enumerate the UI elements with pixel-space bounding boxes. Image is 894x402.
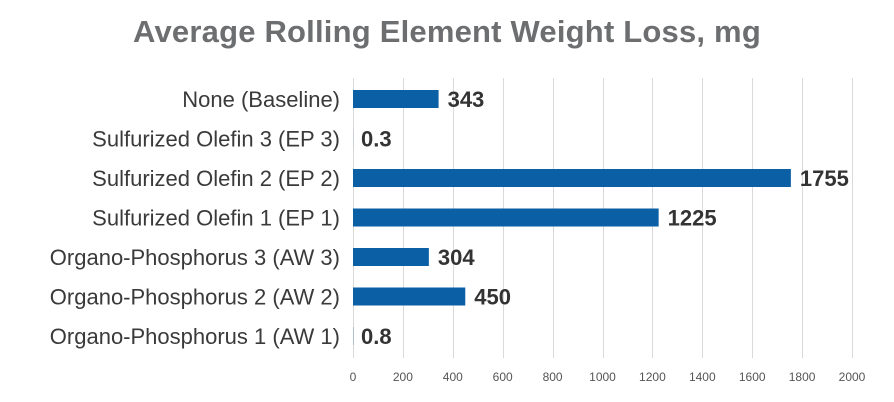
category-label: Sulfurized Olefin 3 (EP 3) — [92, 127, 340, 152]
value-label: 450 — [474, 285, 511, 310]
x-tick-label: 0 — [350, 370, 357, 384]
value-label: 0.3 — [361, 127, 392, 152]
bars — [353, 90, 791, 345]
value-label: 1225 — [668, 206, 717, 231]
value-label: 1755 — [800, 166, 849, 191]
x-tick-label: 2000 — [839, 370, 866, 384]
x-tick-label: 1000 — [589, 370, 616, 384]
x-tick-label: 1400 — [689, 370, 716, 384]
x-tick-label: 600 — [493, 370, 513, 384]
category-label: Organo-Phosphorus 3 (AW 3) — [50, 245, 340, 270]
value-label: 304 — [438, 245, 475, 270]
value-label: 0.8 — [361, 324, 392, 349]
bar — [353, 248, 429, 266]
value-label: 343 — [448, 87, 485, 112]
bar — [353, 169, 791, 187]
value-labels: 343 0.3 1755 1225 304 450 0.8 — [361, 87, 849, 349]
category-labels: None (Baseline) Sulfurized Olefin 3 (EP 3… — [50, 87, 340, 349]
category-label: Organo-Phosphorus 2 (AW 2) — [50, 285, 340, 310]
category-label: Sulfurized Olefin 2 (EP 2) — [92, 166, 340, 191]
x-tick-label: 200 — [393, 370, 413, 384]
category-label: Sulfurized Olefin 1 (EP 1) — [92, 206, 340, 231]
bar — [353, 90, 439, 108]
x-tick-label: 1600 — [739, 370, 766, 384]
x-tick-label: 1200 — [639, 370, 666, 384]
category-label: None (Baseline) — [182, 87, 340, 112]
x-tick-label: 1800 — [789, 370, 816, 384]
x-axis-ticks: 0 200 400 600 800 1000 1200 1400 1600 1800 2000 — [350, 370, 866, 384]
x-tick-label: 800 — [543, 370, 563, 384]
chart-title: Average Rolling Element Weight Loss, mg — [133, 14, 761, 49]
bar — [353, 208, 659, 227]
bar — [353, 287, 466, 306]
x-tick-label: 400 — [443, 370, 463, 384]
category-label: Organo-Phosphorus 1 (AW 1) — [50, 324, 340, 349]
